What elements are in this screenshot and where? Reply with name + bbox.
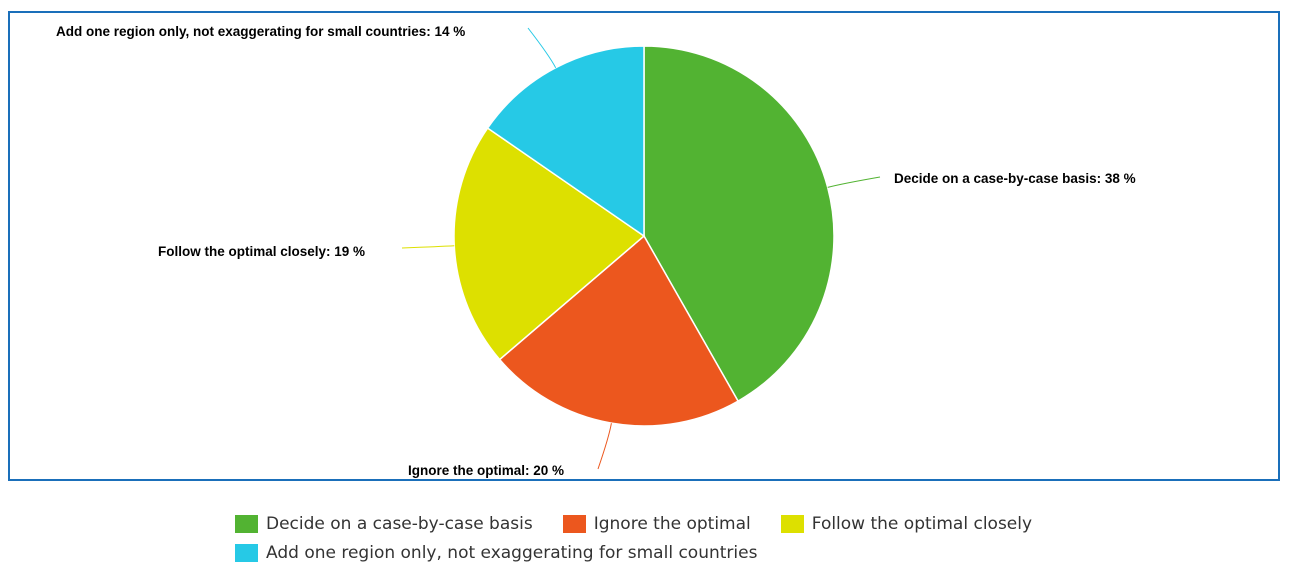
connector-line-ignore-optimal (597, 423, 612, 470)
legend-item-follow-optimal[interactable]: Follow the optimal closely (780, 513, 1033, 534)
legend-row: Add one region only, not exaggerating fo… (235, 538, 1095, 567)
connector-line-add-one-region (527, 27, 557, 69)
legend-item-case-by-case[interactable]: Decide on a case-by-case basis (235, 514, 533, 534)
legend-swatch-case-by-case (235, 514, 258, 533)
pie-slice-case-by-case[interactable] (643, 45, 835, 403)
legend-label-follow-optimal: Follow the optimal closely (811, 513, 1033, 534)
pie-slice-ignore-optimal[interactable] (498, 234, 740, 427)
legend-swatch-add-one-region (235, 543, 258, 562)
data-label-add-one-region: Add one region only, not exaggerating fo… (56, 24, 465, 39)
data-label-case-by-case: Decide on a case-by-case basis: 38 % (894, 171, 1136, 186)
legend-label-case-by-case: Decide on a case-by-case basis (266, 513, 533, 534)
legend-label-ignore-optimal: Ignore the optimal (593, 513, 751, 534)
legend-label-add-one-region: Add one region only, not exaggerating fo… (266, 542, 758, 563)
legend-item-ignore-optimal[interactable]: Ignore the optimal (562, 513, 751, 534)
connector-line-follow-optimal (401, 245, 455, 249)
legend-row: Decide on a case-by-case basis Ignore th… (235, 509, 1095, 538)
data-label-ignore-optimal: Ignore the optimal: 20 % (408, 463, 564, 478)
legend-swatch-ignore-optimal (562, 514, 586, 533)
legend-item-add-one-region[interactable]: Add one region only, not exaggerating fo… (235, 543, 757, 563)
chart-frame (8, 11, 1280, 481)
chart-legend: Decide on a case-by-case basis Ignore th… (235, 509, 1095, 567)
connector-line-case-by-case (827, 176, 881, 188)
data-label-follow-optimal: Follow the optimal closely: 19 % (158, 244, 365, 259)
legend-swatch-follow-optimal (780, 514, 804, 533)
